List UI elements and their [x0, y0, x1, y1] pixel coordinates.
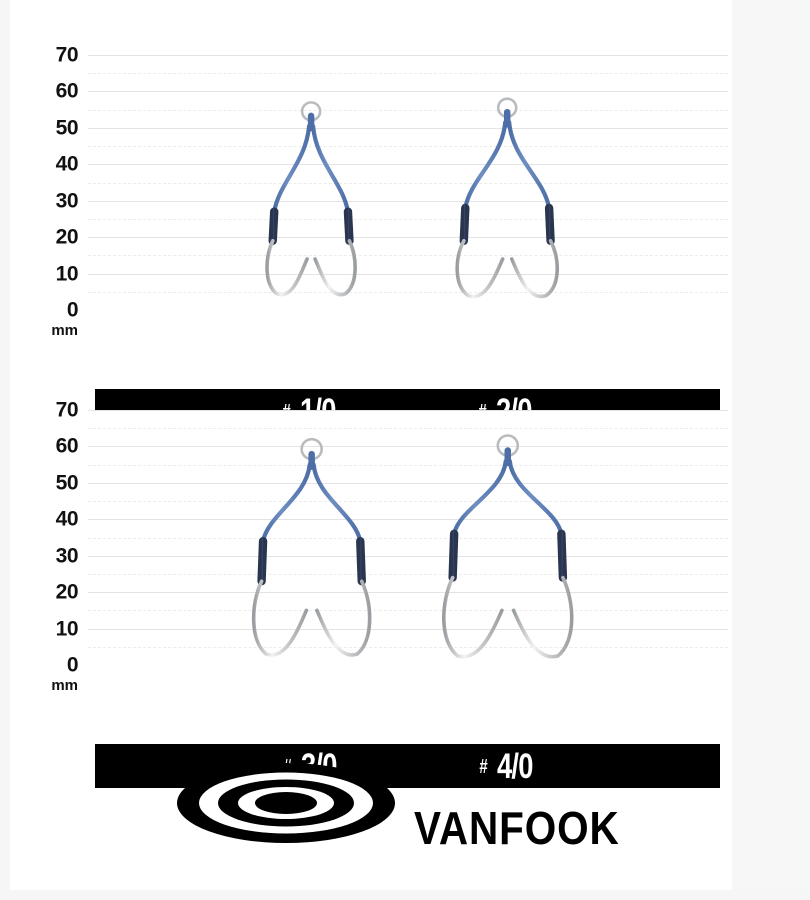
- concentric-ellipse-ripple-icon: [176, 763, 395, 843]
- hook-1-0-wrapper: [239, 55, 383, 335]
- shrink-tubing-sleeve: [448, 529, 459, 582]
- scale-tick-10: 10: [55, 617, 79, 641]
- size-hash-symbol: #: [479, 755, 488, 778]
- scale-tick-20: 20: [55, 580, 79, 604]
- gridline-major-40: [88, 519, 728, 521]
- assist-cord: [272, 123, 312, 214]
- gridline-major-60: [88, 446, 728, 448]
- scale-unit-label: mm: [51, 677, 78, 694]
- gridline-minor-35: [88, 537, 728, 539]
- circle-hook: [265, 238, 309, 297]
- scale-tick-20: 20: [55, 225, 79, 249]
- hook-2-0-wrapper: [428, 55, 586, 335]
- assist-cord: [311, 462, 363, 544]
- page-gutter-bottom: [0, 890, 810, 900]
- page-gutter-right: [732, 0, 810, 900]
- circle-hook: [509, 238, 559, 299]
- scale-tick-40: 40: [55, 507, 79, 531]
- assist-cord: [462, 120, 508, 211]
- hook-3-0: [252, 437, 372, 657]
- brand-wordmark: VANFOOK: [414, 802, 620, 854]
- shrink-tubing-sleeve: [459, 203, 470, 245]
- hook-3-0-wrapper: [223, 410, 400, 690]
- measurement-grid-top: [88, 55, 728, 310]
- shrink-tubing-sleeve: [343, 207, 354, 245]
- scale-tick-50: 50: [55, 116, 79, 140]
- hook-4-0-wrapper: [412, 410, 604, 690]
- gridline-major-60: [88, 91, 728, 93]
- assist-cord: [452, 458, 509, 536]
- size-number: 4/0: [497, 746, 533, 786]
- page-gutter-left: [0, 0, 10, 900]
- assist-cord: [310, 123, 350, 214]
- gridline-minor-65: [88, 73, 728, 75]
- gridline-minor-5: [88, 291, 728, 293]
- gridline-minor-45: [88, 146, 728, 148]
- circle-hook: [252, 579, 309, 657]
- shrink-tubing-sleeve: [257, 536, 268, 586]
- gridline-minor-25: [88, 573, 728, 575]
- gridline-major-10: [88, 273, 728, 275]
- gridline-minor-55: [88, 109, 728, 111]
- assist-cord: [507, 458, 564, 536]
- gridline-minor-25: [88, 218, 728, 220]
- gridline-major-50: [88, 127, 728, 129]
- gridline-minor-55: [88, 464, 728, 466]
- scale-tick-60: 60: [55, 79, 79, 103]
- scale-tick-0: 0: [66, 298, 79, 322]
- gridline-major-20: [88, 592, 728, 594]
- gridline-major-10: [88, 628, 728, 630]
- circle-hook: [315, 579, 372, 657]
- measurement-grid-bottom: [88, 410, 728, 665]
- shrink-tubing-sleeve: [268, 207, 279, 245]
- circle-hook: [512, 575, 574, 659]
- scale-tick-40: 40: [55, 152, 79, 176]
- hook-2-0: [455, 97, 559, 299]
- gridline-minor-15: [88, 255, 728, 257]
- hook-4-0: [442, 434, 574, 659]
- gridline-major-30: [88, 555, 728, 557]
- size-label-4-0: #4/0: [418, 744, 598, 788]
- scale-tick-60: 60: [55, 434, 79, 458]
- gridline-minor-5: [88, 646, 728, 648]
- brand-logo: VANFOOK: [0, 762, 810, 851]
- gridline-major-40: [88, 164, 728, 166]
- shrink-tubing-sleeve: [544, 203, 555, 245]
- circle-hook: [442, 575, 504, 659]
- assist-cord: [506, 120, 551, 211]
- scale-tick-30: 30: [55, 544, 79, 568]
- circle-hook: [313, 238, 357, 297]
- hook-1-0: [265, 101, 357, 297]
- gridline-minor-15: [88, 610, 728, 612]
- gridline-major-50: [88, 482, 728, 484]
- shrink-tubing-sleeve: [557, 529, 568, 582]
- gridline-minor-45: [88, 501, 728, 503]
- shrink-tubing-sleeve: [356, 536, 367, 586]
- scale-tick-0: 0: [66, 653, 79, 677]
- gridline-major-70: [88, 410, 728, 411]
- gridline-major-70: [88, 55, 728, 56]
- gridline-minor-35: [88, 182, 728, 184]
- circle-hook: [455, 238, 505, 299]
- scale-tick-50: 50: [55, 471, 79, 495]
- scale-unit-label: mm: [51, 322, 78, 339]
- scale-tick-30: 30: [55, 189, 79, 213]
- assist-cord: [261, 462, 313, 544]
- gridline-minor-65: [88, 428, 728, 430]
- gridline-major-20: [88, 237, 728, 239]
- scale-tick-10: 10: [55, 262, 79, 286]
- scale-tick-70: 70: [55, 43, 79, 67]
- gridline-major-30: [88, 200, 728, 202]
- scale-tick-70: 70: [55, 398, 79, 422]
